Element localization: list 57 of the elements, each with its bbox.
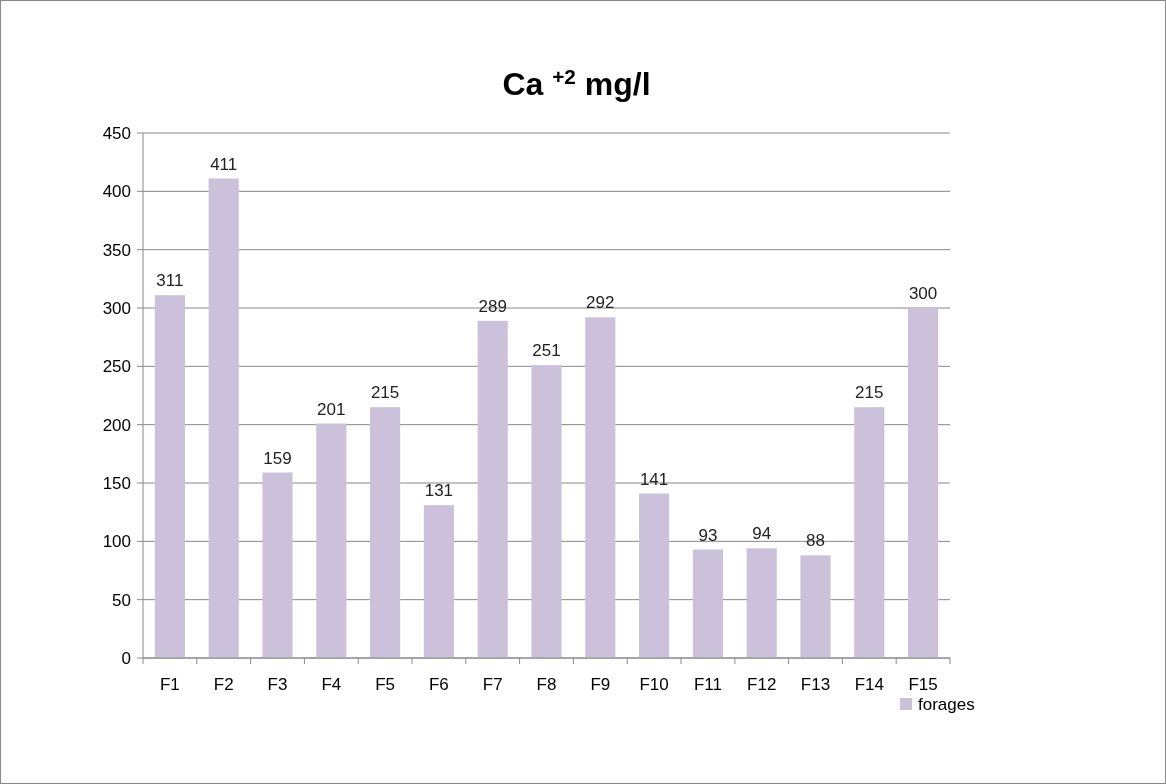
x-tick-label: F13 — [800, 675, 831, 694]
data-label: 93 — [698, 525, 718, 545]
bar — [908, 308, 939, 658]
x-tick-label: F15 — [908, 675, 938, 694]
y-tick-label: 300 — [102, 298, 131, 318]
bar — [585, 317, 616, 658]
y-tick-label: 350 — [102, 240, 131, 260]
y-tick-label: 200 — [102, 415, 131, 435]
y-tick-label: 250 — [102, 357, 131, 377]
bar — [746, 548, 777, 658]
data-label: 251 — [532, 341, 561, 361]
data-label: 141 — [639, 469, 669, 489]
bar — [800, 555, 831, 658]
bar — [639, 493, 670, 658]
bar — [154, 295, 185, 658]
data-label: 292 — [586, 293, 615, 313]
data-label: 88 — [806, 531, 825, 551]
data-label: 215 — [370, 383, 400, 403]
data-label: 131 — [424, 481, 454, 501]
data-label: 289 — [478, 296, 507, 316]
x-tick-label: F8 — [536, 675, 557, 694]
data-label: 311 — [156, 271, 184, 291]
y-tick-label: 450 — [102, 123, 131, 143]
bar — [854, 407, 885, 658]
x-tick-label: F2 — [213, 675, 234, 694]
bar — [423, 505, 454, 658]
data-label: 201 — [317, 399, 346, 419]
data-label: 94 — [752, 524, 772, 544]
x-tick-label: F3 — [267, 675, 288, 694]
x-tick-label: F9 — [590, 675, 611, 694]
x-tick-label: F11 — [693, 675, 722, 694]
legend-label: forages — [918, 694, 975, 714]
y-tick-label: 100 — [102, 532, 131, 552]
x-tick-label: F1 — [159, 675, 180, 694]
data-label: 159 — [263, 448, 292, 468]
data-label: 300 — [908, 284, 938, 303]
x-tick-label: F12 — [747, 675, 777, 694]
y-tick-label: 0 — [121, 648, 131, 668]
data-label: 411 — [210, 154, 238, 174]
x-tick-label: F5 — [375, 675, 396, 694]
bar — [208, 178, 239, 658]
y-tick-label: 150 — [102, 473, 131, 493]
chart-title: Ca $^{+2}$ mg/l — [502, 64, 651, 102]
bar — [477, 320, 508, 658]
x-tick-label: F7 — [482, 675, 503, 694]
data-label: 215 — [855, 383, 884, 403]
y-tick-label: 50 — [112, 590, 131, 610]
bar — [531, 365, 562, 658]
bar — [316, 423, 347, 658]
x-tick-label: F4 — [321, 675, 342, 694]
x-tick-label: F6 — [428, 675, 449, 694]
bar — [370, 407, 401, 658]
bar — [262, 472, 293, 658]
y-tick-label: 400 — [102, 182, 131, 202]
bar — [692, 549, 723, 658]
x-tick-label: F10 — [639, 675, 669, 694]
x-tick-label: F14 — [854, 675, 884, 694]
